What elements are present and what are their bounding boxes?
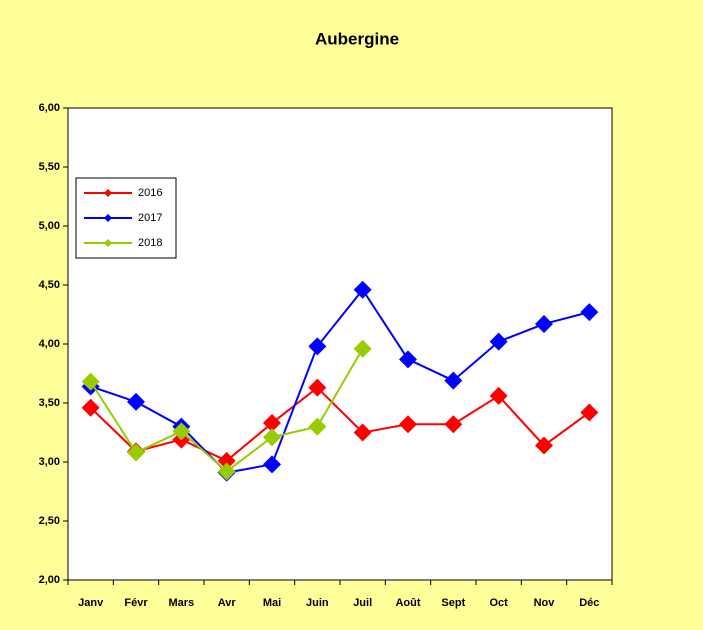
x-tick-label: Janv	[78, 597, 104, 609]
marker	[263, 428, 281, 447]
x-tick-label: Févr	[124, 597, 148, 609]
y-tick-label: 3,50	[39, 397, 60, 409]
x-tick-label: Juil	[353, 597, 372, 609]
x-tick-label: Oct	[489, 597, 508, 609]
marker	[489, 332, 508, 351]
marker	[353, 339, 372, 358]
marker	[308, 417, 327, 436]
y-tick-label: 5,00	[39, 220, 60, 232]
chart-title: Aubergine	[315, 29, 399, 48]
y-tick-label: 2,00	[39, 574, 60, 586]
x-tick-label: Sept	[441, 597, 465, 609]
marker	[172, 422, 191, 441]
x-tick-label: Mai	[263, 597, 281, 609]
y-tick-label: 2,50	[39, 515, 60, 527]
marker	[444, 371, 463, 390]
legend-marker	[104, 214, 112, 222]
x-tick-label: Déc	[579, 597, 599, 609]
series-line	[90, 288, 590, 474]
marker	[308, 378, 327, 397]
marker	[399, 350, 417, 369]
x-tick-label: Mars	[168, 597, 194, 609]
marker	[263, 414, 281, 433]
x-tick-label: Juin	[306, 597, 329, 609]
x-tick-label: Août	[395, 597, 420, 609]
y-tick-label: 3,00	[39, 456, 60, 468]
marker	[353, 423, 372, 442]
y-tick-label: 6,00	[39, 102, 60, 114]
marker	[127, 392, 145, 411]
series-line	[89, 386, 590, 462]
marker	[263, 455, 281, 474]
x-tick-label: Nov	[534, 597, 556, 609]
marker	[535, 314, 553, 333]
marker	[81, 372, 100, 391]
marker	[127, 443, 145, 462]
marker	[217, 451, 236, 470]
legend-marker	[104, 189, 112, 197]
legend-label: 2018	[138, 237, 162, 249]
marker	[81, 398, 100, 417]
legend-marker	[104, 239, 112, 247]
marker	[535, 436, 553, 455]
y-tick-label: 5,50	[39, 161, 60, 173]
marker	[217, 462, 236, 481]
y-tick-label: 4,00	[39, 338, 60, 350]
marker	[580, 303, 599, 322]
y-tick-label: 4,50	[39, 279, 60, 291]
legend-label: 2016	[138, 187, 162, 199]
marker	[489, 386, 508, 405]
marker	[353, 280, 372, 299]
x-tick-label: Avr	[218, 597, 237, 609]
legend-label: 2017	[138, 212, 162, 224]
marker	[444, 415, 463, 434]
marker	[399, 415, 417, 434]
marker	[308, 337, 327, 356]
marker	[580, 403, 599, 422]
